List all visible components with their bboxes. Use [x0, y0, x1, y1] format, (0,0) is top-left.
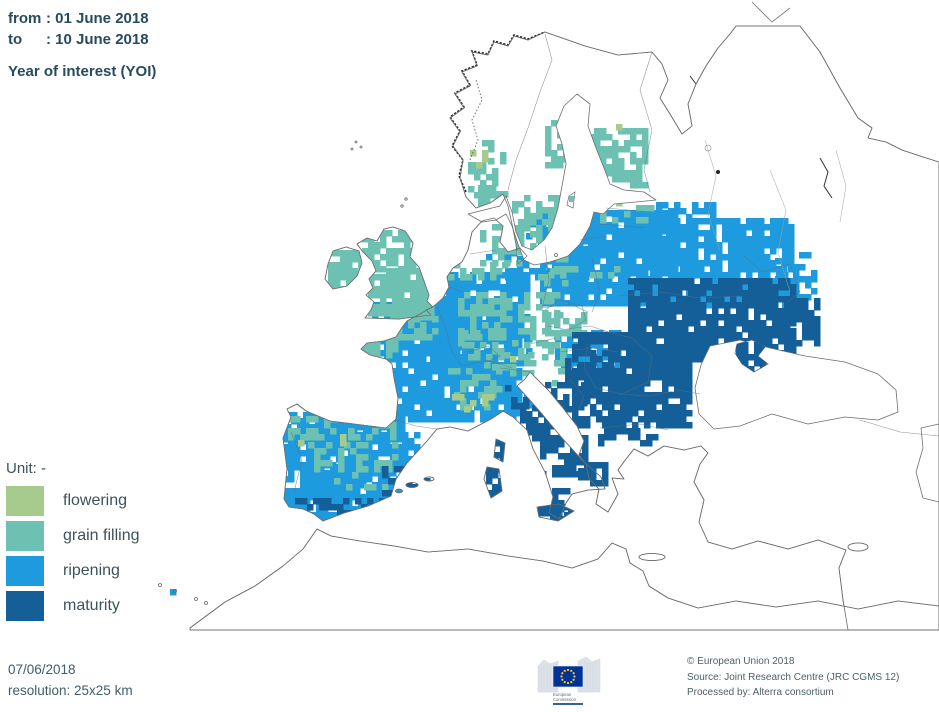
- small-islands: [158, 1, 791, 605]
- lake-outline: [704, 144, 712, 152]
- dark-river-marks: [689, 75, 833, 199]
- logo-underline-bar: [553, 703, 583, 705]
- legend-item-maturity: maturity: [6, 591, 139, 621]
- map-resolution: resolution: 25x25 km: [8, 683, 133, 698]
- credits-block: © European Union 2018 Source: Joint Rese…: [687, 654, 899, 701]
- legend-item-grain-filling: grain filling: [6, 521, 139, 551]
- date-range-header: from : 01 June 2018 to : 10 June 2018: [8, 8, 149, 50]
- credit-copyright: © European Union 2018: [687, 656, 795, 667]
- grain-filling-label: grain filling: [63, 527, 140, 544]
- credit-processed-by: Processed by: Alterra consortium: [687, 687, 834, 698]
- grain-filling-swatch: [6, 521, 44, 551]
- logo-caption-line2: Commission: [553, 697, 577, 702]
- footer-left: 07/06/2018 resolution: 25x25 km: [8, 659, 133, 701]
- logo-caption-line1: European: [553, 692, 572, 697]
- dark-lake: [716, 170, 720, 174]
- credit-source: Source: Joint Research Centre (JRC CGMS …: [687, 671, 900, 683]
- map-date: 07/06/2018: [8, 662, 76, 677]
- scandes-speckle: [469, 79, 483, 161]
- ripening-label: ripening: [63, 562, 120, 579]
- european-commission-logo: European Commission: [537, 656, 601, 705]
- flowering-label: flowering: [63, 492, 128, 509]
- atlantic-island-cells: [170, 589, 177, 596]
- from-value: : 01 June 2018: [46, 10, 149, 27]
- ripening-swatch: [6, 556, 44, 586]
- to-row: to : 10 June 2018: [8, 29, 149, 50]
- gotland-cell: [569, 196, 574, 202]
- maturity-label: maturity: [63, 597, 120, 614]
- legend: Unit: - flowering grain filling ripening…: [6, 460, 139, 626]
- russia-interior-lines: [704, 139, 847, 293]
- legend-item-ripening: ripening: [6, 556, 139, 586]
- legend-item-flowering: flowering: [6, 486, 139, 516]
- from-label: from: [8, 10, 42, 27]
- norway-dark-coast: [448, 31, 546, 193]
- eu-flag-stars: [560, 668, 576, 685]
- eu-flag: [552, 665, 584, 688]
- to-label: to: [8, 31, 23, 48]
- to-value: : 10 June 2018: [46, 31, 149, 48]
- unit-label: Unit: -: [6, 460, 47, 477]
- from-row: from : 01 June 2018: [8, 8, 149, 29]
- country-borders: [290, 33, 939, 493]
- maturity-swatch: [6, 591, 44, 621]
- flowering-swatch: [6, 486, 44, 516]
- page-title: Year of interest (YOI): [8, 63, 157, 80]
- coastline-restroke: [189, 25, 939, 631]
